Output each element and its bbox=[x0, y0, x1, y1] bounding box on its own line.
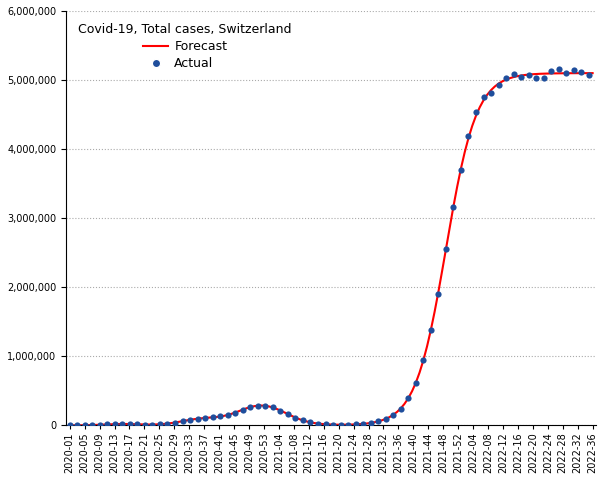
Point bbox=[283, 410, 293, 418]
Point bbox=[471, 108, 481, 116]
Point bbox=[178, 417, 188, 425]
Point bbox=[275, 407, 285, 414]
Point bbox=[479, 94, 488, 101]
Point bbox=[381, 415, 391, 423]
Point bbox=[463, 132, 473, 140]
Point bbox=[554, 65, 564, 72]
Point bbox=[117, 420, 127, 428]
Point bbox=[268, 404, 278, 411]
Point bbox=[396, 405, 405, 412]
Point bbox=[200, 414, 210, 422]
Point bbox=[486, 89, 496, 97]
Point bbox=[546, 67, 556, 74]
Point bbox=[208, 414, 217, 421]
Point bbox=[125, 420, 135, 428]
Point bbox=[253, 402, 263, 409]
Point bbox=[434, 290, 443, 298]
Point bbox=[65, 421, 74, 429]
Point bbox=[441, 245, 451, 252]
Point bbox=[516, 73, 526, 81]
Point bbox=[569, 66, 578, 73]
Point bbox=[87, 421, 97, 429]
Point bbox=[366, 419, 376, 427]
Point bbox=[419, 356, 428, 363]
Point bbox=[102, 420, 112, 428]
Point bbox=[584, 72, 594, 79]
Point bbox=[351, 420, 361, 428]
Point bbox=[95, 421, 105, 429]
Point bbox=[426, 326, 436, 334]
Point bbox=[246, 403, 255, 411]
Point bbox=[261, 402, 270, 410]
Point bbox=[502, 74, 511, 82]
Point bbox=[238, 406, 247, 414]
Point bbox=[404, 395, 413, 402]
Point bbox=[494, 81, 503, 88]
Point bbox=[321, 420, 330, 428]
Point bbox=[306, 419, 315, 426]
Point bbox=[223, 411, 232, 419]
Point bbox=[231, 408, 240, 416]
Point bbox=[132, 420, 142, 428]
Point bbox=[80, 421, 90, 429]
Point bbox=[373, 418, 383, 425]
Point bbox=[110, 420, 120, 428]
Point bbox=[328, 421, 338, 429]
Point bbox=[73, 421, 82, 429]
Point bbox=[539, 74, 549, 82]
Point bbox=[577, 68, 586, 76]
Point bbox=[155, 420, 165, 428]
Legend: Forecast, Actual: Forecast, Actual bbox=[72, 17, 298, 76]
Point bbox=[298, 417, 308, 424]
Point bbox=[358, 420, 368, 428]
Point bbox=[531, 74, 541, 82]
Point bbox=[509, 70, 518, 77]
Point bbox=[411, 379, 420, 387]
Point bbox=[388, 411, 398, 419]
Point bbox=[170, 419, 180, 426]
Point bbox=[140, 420, 150, 428]
Point bbox=[336, 421, 345, 429]
Point bbox=[343, 421, 353, 429]
Point bbox=[185, 416, 195, 424]
Point bbox=[456, 167, 466, 174]
Point bbox=[313, 420, 323, 427]
Point bbox=[524, 72, 534, 79]
Point bbox=[290, 414, 300, 421]
Point bbox=[561, 70, 571, 77]
Point bbox=[448, 204, 458, 211]
Point bbox=[163, 420, 172, 428]
Point bbox=[148, 420, 157, 428]
Point bbox=[193, 415, 203, 422]
Point bbox=[215, 412, 225, 420]
